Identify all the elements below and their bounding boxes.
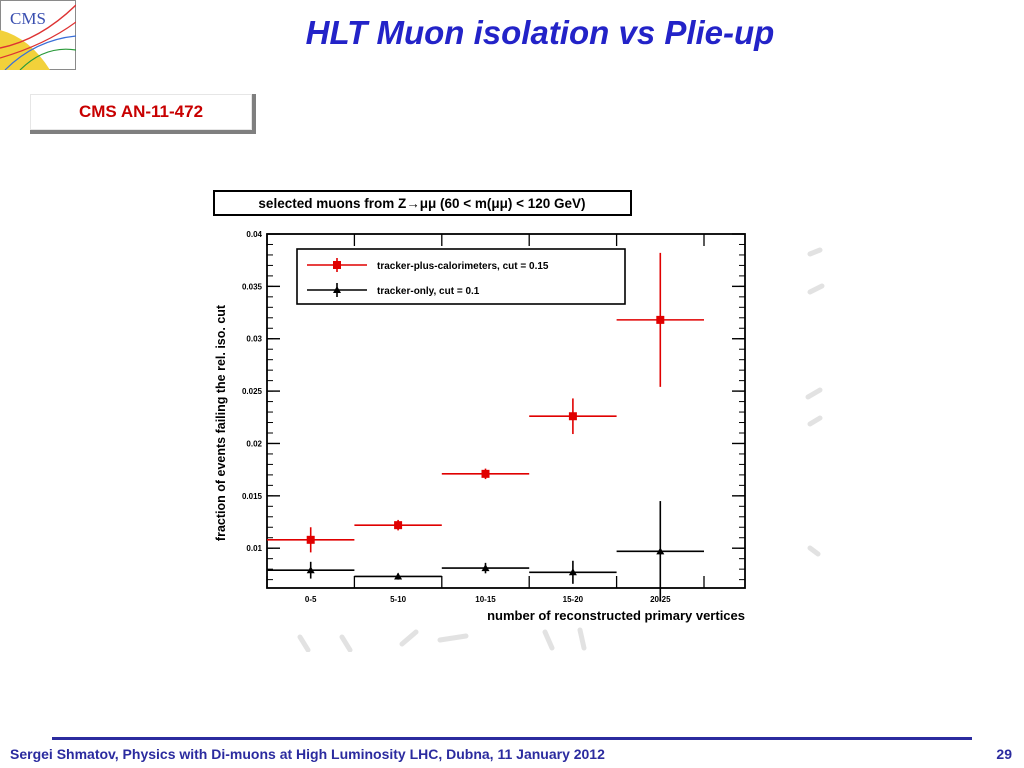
data-point: [306, 566, 315, 574]
legend-marker-red: [333, 261, 341, 269]
data-point: [656, 315, 665, 324]
y-axis-label: fraction of events failing the rel. iso.…: [214, 304, 228, 541]
data-point: [306, 535, 315, 544]
page-number: 29: [996, 746, 1012, 762]
data-point: [568, 568, 577, 576]
y-tick-label: 0.01: [246, 544, 262, 553]
plot-frame: [266, 233, 746, 589]
legend: tracker-plus-calorimeters, cut = 0.15 tr…: [296, 248, 626, 305]
data-point: [568, 412, 577, 421]
footer-text: Sergei Shmatov, Physics with Di-muons at…: [10, 746, 605, 762]
y-tick-label: 0.015: [242, 492, 263, 501]
series-1: [267, 501, 704, 602]
x-tick-label: 15-20: [563, 595, 584, 604]
reference-box: CMS AN-11-472: [30, 94, 256, 134]
watermark-graphic: [297, 247, 825, 652]
y-tick-label: 0.035: [242, 282, 263, 291]
cms-logo: CMS: [0, 0, 76, 70]
series-0: [267, 252, 704, 553]
logo-text: CMS: [10, 9, 46, 28]
data-point: [394, 521, 403, 530]
y-tick-label: 0.02: [246, 439, 262, 448]
legend-label-black: tracker-only, cut = 0.1: [377, 286, 480, 297]
y-tick-label: 0.025: [242, 387, 263, 396]
legend-marker-black: [333, 286, 341, 293]
footer-divider: [52, 737, 972, 740]
data-point: [481, 469, 490, 478]
x-axis-label: number of reconstructed primary vertices: [487, 608, 745, 623]
isolation-chart: selected muons from Z→μμ (60 < m(μμ) < 1…: [213, 190, 746, 623]
y-tick-label: 0.04: [246, 230, 262, 239]
legend-box: [296, 248, 626, 305]
y-axis: 0.01 0.015 0.02 0.025 0.03 0.035 0.04: [242, 230, 745, 581]
data-point: [481, 564, 490, 572]
data-points: [267, 252, 704, 602]
x-tick-label: 0-5: [305, 595, 317, 604]
data-point: [394, 572, 403, 580]
data-point: [656, 547, 665, 555]
x-tick-label: 10-15: [475, 595, 496, 604]
reference-label: CMS AN-11-472: [78, 102, 204, 121]
slide-title: HLT Muon isolation vs Plie-up: [305, 14, 775, 51]
legend-label-red: tracker-plus-calorimeters, cut = 0.15: [377, 261, 549, 272]
chart-title-box: [213, 190, 632, 216]
x-tick-label: 5-10: [390, 595, 407, 604]
y-tick-label: 0.03: [246, 335, 262, 344]
chart-title: selected muons from Z→μμ (60 < m(μμ) < 1…: [258, 196, 585, 211]
